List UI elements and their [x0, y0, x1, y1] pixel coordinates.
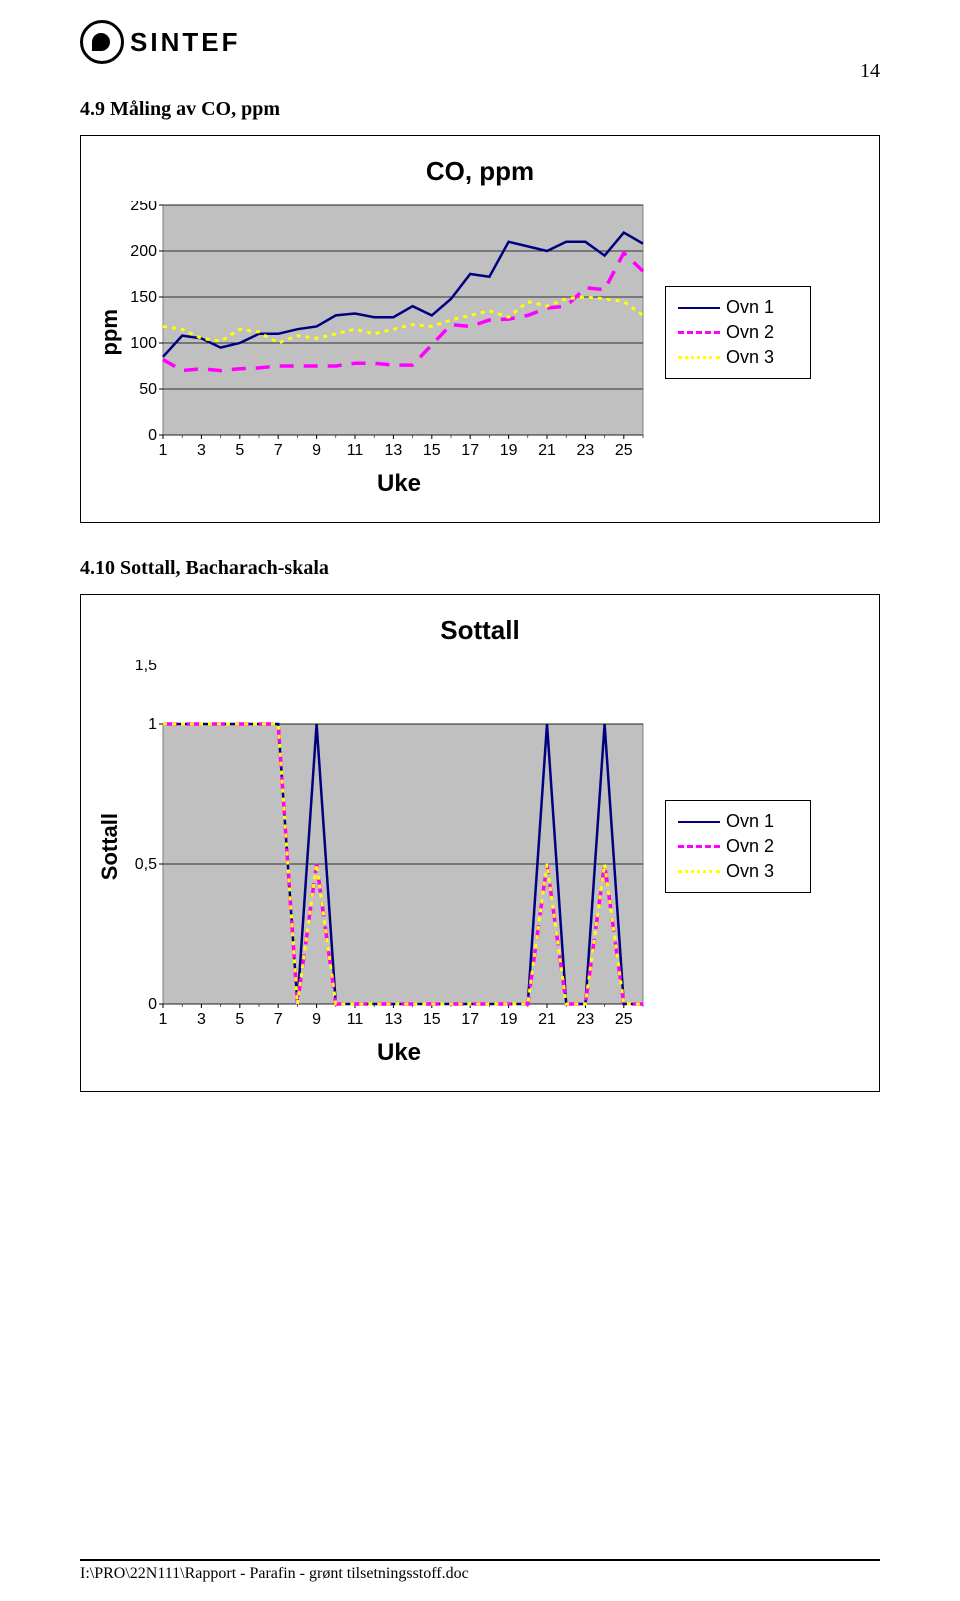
- svg-text:21: 21: [538, 1011, 556, 1028]
- svg-text:200: 200: [130, 243, 157, 260]
- svg-text:11: 11: [347, 442, 364, 459]
- svg-text:100: 100: [130, 335, 157, 352]
- svg-text:5: 5: [235, 442, 244, 459]
- legend-item: Ovn 3: [678, 859, 798, 884]
- logo: SINTEF: [80, 20, 880, 64]
- svg-text:250: 250: [130, 201, 157, 214]
- legend-item: Ovn 3: [678, 345, 798, 370]
- legend-item: Ovn 2: [678, 834, 798, 859]
- chart-1-xlabel: Uke: [159, 470, 639, 498]
- section-2-heading: 4.10 Sottall, Bacharach-skala: [80, 557, 880, 580]
- legend-item: Ovn 2: [678, 320, 798, 345]
- svg-text:5: 5: [235, 1011, 244, 1028]
- svg-text:17: 17: [461, 442, 479, 459]
- svg-text:9: 9: [312, 442, 321, 459]
- chart-2-legend: Ovn 1 Ovn 2 Ovn 3: [665, 800, 811, 893]
- chart-2-plot: 1,500,51135791113151719212325: [129, 660, 647, 1028]
- svg-text:3: 3: [197, 1011, 206, 1028]
- svg-text:0: 0: [148, 996, 157, 1013]
- chart-1-ylabel: ppm: [97, 309, 123, 355]
- section-1-heading: 4.9 Måling av CO, ppm: [80, 98, 880, 121]
- logo-mark: [80, 20, 124, 64]
- page-number: 14: [860, 60, 880, 83]
- legend-label: Ovn 2: [726, 322, 774, 343]
- svg-text:23: 23: [577, 442, 595, 459]
- svg-text:150: 150: [130, 289, 157, 306]
- legend-label: Ovn 2: [726, 836, 774, 857]
- legend-label: Ovn 1: [726, 297, 774, 318]
- svg-text:0,5: 0,5: [135, 856, 157, 873]
- svg-text:19: 19: [500, 442, 518, 459]
- legend-item: Ovn 1: [678, 295, 798, 320]
- svg-text:23: 23: [577, 1011, 595, 1028]
- chart-1-title: CO, ppm: [97, 156, 863, 187]
- svg-text:15: 15: [423, 442, 441, 459]
- chart-1-frame: CO, ppm ppm 0501001502002501357911131517…: [80, 135, 880, 523]
- logo-text: SINTEF: [130, 27, 240, 58]
- svg-text:25: 25: [615, 1011, 633, 1028]
- legend-label: Ovn 3: [726, 861, 774, 882]
- svg-text:1: 1: [159, 442, 168, 459]
- svg-text:25: 25: [615, 442, 633, 459]
- svg-text:7: 7: [274, 442, 283, 459]
- svg-text:17: 17: [461, 1011, 479, 1028]
- svg-text:50: 50: [139, 381, 157, 398]
- svg-text:13: 13: [385, 1011, 403, 1028]
- chart-2-xlabel: Uke: [159, 1039, 639, 1067]
- svg-text:13: 13: [385, 442, 403, 459]
- chart-2-title: Sottall: [97, 615, 863, 646]
- svg-text:1: 1: [159, 1011, 168, 1028]
- chart-2-ylabel: Sottall: [97, 813, 123, 880]
- legend-item: Ovn 1: [678, 809, 798, 834]
- svg-text:3: 3: [197, 442, 206, 459]
- svg-text:21: 21: [538, 442, 556, 459]
- svg-text:1: 1: [148, 716, 157, 733]
- svg-text:7: 7: [274, 1011, 283, 1028]
- legend-label: Ovn 1: [726, 811, 774, 832]
- legend-label: Ovn 3: [726, 347, 774, 368]
- footer-text: I:\PRO\22N111\Rapport - Parafin - grønt …: [80, 1565, 880, 1583]
- chart-2-frame: Sottall Sottall 1,500,511357911131517192…: [80, 594, 880, 1092]
- svg-text:15: 15: [423, 1011, 441, 1028]
- svg-text:11: 11: [347, 1011, 364, 1028]
- footer-rule: [80, 1559, 880, 1561]
- svg-text:19: 19: [500, 1011, 518, 1028]
- chart-1-legend: Ovn 1 Ovn 2 Ovn 3: [665, 286, 811, 379]
- chart-1-plot: 050100150200250135791113151719212325: [129, 201, 647, 459]
- svg-text:0: 0: [148, 427, 157, 444]
- svg-text:9: 9: [312, 1011, 321, 1028]
- svg-text:1,5: 1,5: [135, 660, 157, 674]
